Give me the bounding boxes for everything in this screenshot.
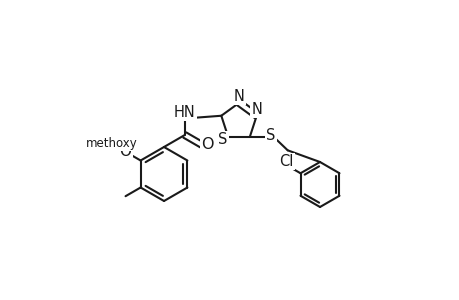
Text: S: S [266,128,275,142]
Text: HN: HN [174,105,195,120]
Text: methoxy: methoxy [86,137,138,151]
Text: O: O [119,144,131,159]
Text: N: N [233,89,244,104]
Text: O: O [201,137,213,152]
Text: S: S [218,132,227,147]
Text: Cl: Cl [279,154,293,169]
Text: N: N [251,102,262,117]
